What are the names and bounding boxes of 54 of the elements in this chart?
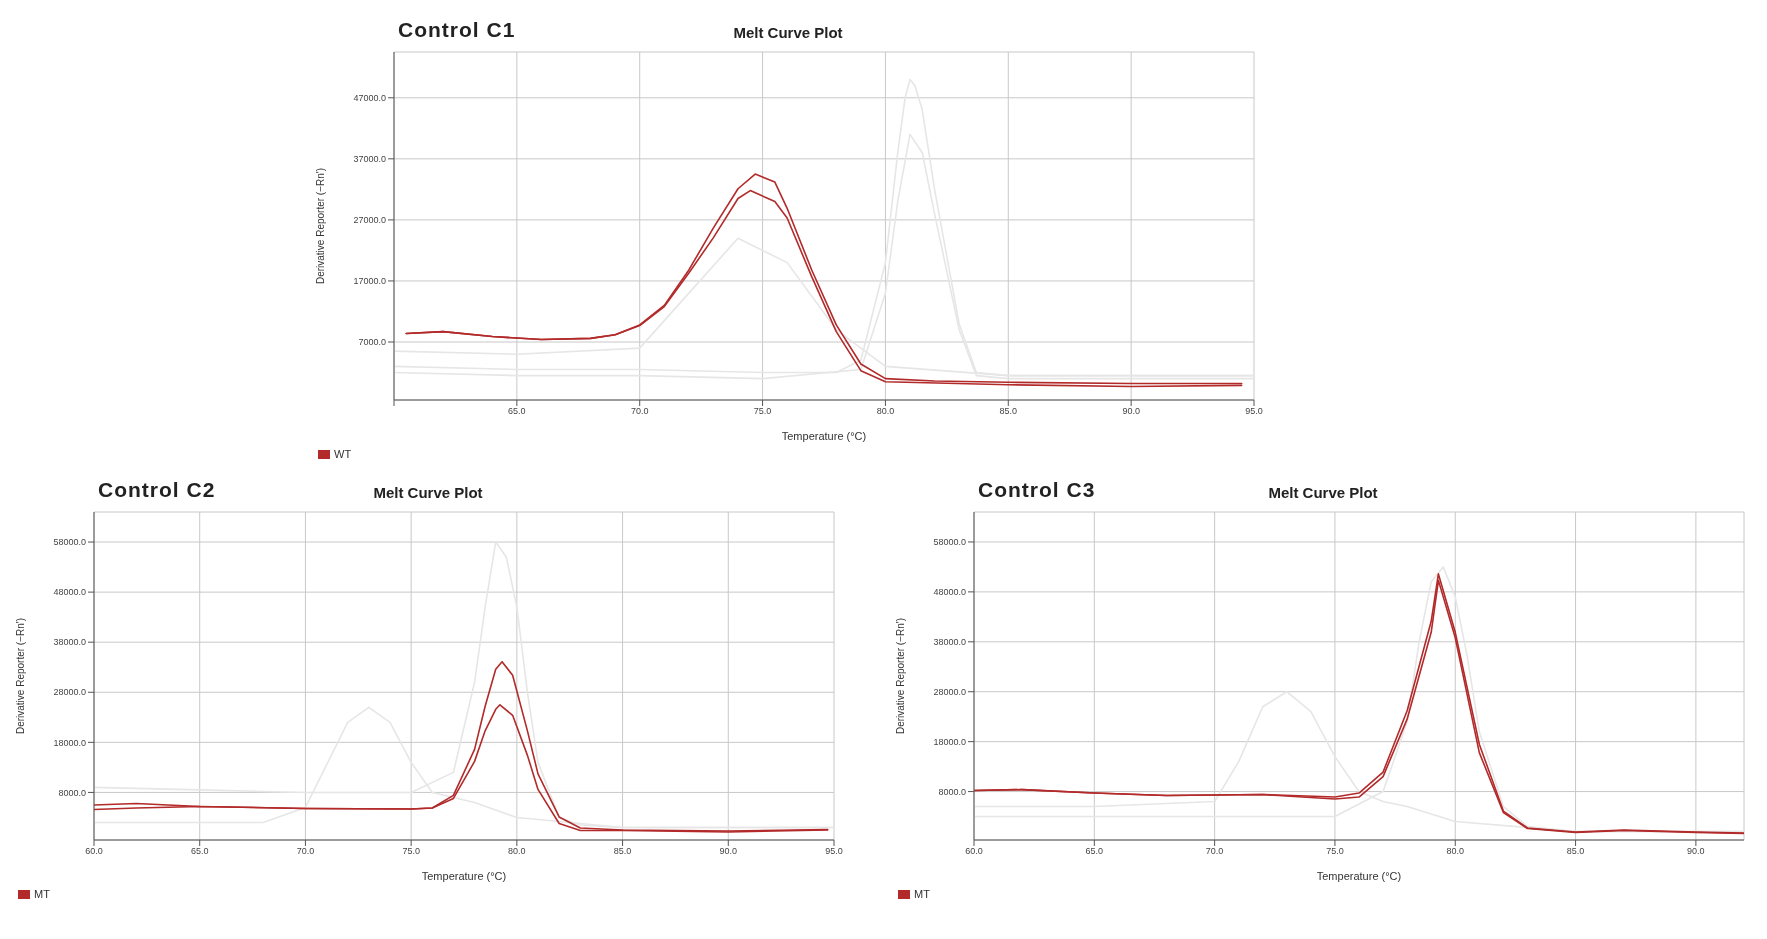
y-tick-label: 17000.0 (353, 276, 386, 287)
x-tick-label: 80.0 (1446, 846, 1465, 857)
y-tick-label: 58000.0 (53, 537, 86, 548)
x-tick-label: 85.0 (613, 846, 632, 857)
x-tick-label: 80.0 (876, 406, 895, 417)
x-tick-label: 60.0 (965, 846, 983, 857)
x-tick-label: 95.0 (1245, 406, 1263, 417)
y-tick-label: 48000.0 (933, 587, 966, 598)
x-tick-label: 75.0 (402, 846, 420, 857)
x-tick-label: 80.0 (508, 846, 526, 857)
x-tick-label: 85.0 (999, 406, 1018, 417)
y-tick-label: 28000.0 (53, 687, 86, 698)
x-axis-title: Temperature (°C) (781, 430, 867, 442)
x-axis-title: Temperature (°C) (1316, 870, 1402, 882)
x-tick-label: 70.0 (630, 406, 649, 417)
chart-subtitle: Melt Curve Plot (373, 484, 483, 501)
y-axis-title: Derivative Reporter (−Rn') (894, 617, 906, 735)
x-tick-label: 70.0 (296, 846, 315, 857)
y-tick-label: 28000.0 (933, 686, 966, 697)
x-tick-label: 65.0 (1085, 846, 1104, 857)
x-tick-label: 75.0 (753, 406, 772, 417)
x-tick-label: 85.0 (1566, 846, 1585, 857)
y-tick-label: 38000.0 (53, 637, 86, 648)
chart-subtitle: Melt Curve Plot (733, 24, 843, 41)
legend-label: WT (334, 448, 352, 460)
chart-title: Control C3 (978, 478, 1096, 502)
y-tick-label: 7000.0 (358, 337, 386, 348)
y-tick-label: 8000.0 (938, 786, 966, 797)
y-tick-label: 8000.0 (58, 787, 86, 798)
y-tick-label: 18000.0 (53, 737, 86, 748)
x-tick-label: 90.0 (1122, 406, 1140, 417)
y-tick-label: 37000.0 (353, 154, 386, 165)
chart-title: Control C2 (98, 478, 216, 502)
x-axis-title: Temperature (°C) (421, 870, 507, 882)
x-tick-label: 90.0 (1687, 846, 1705, 857)
x-tick-label: 75.0 (1326, 846, 1344, 857)
y-tick-label: 58000.0 (933, 537, 966, 548)
legend-label: MT (914, 888, 930, 900)
x-tick-label: 65.0 (508, 406, 526, 417)
x-tick-label: 65.0 (190, 846, 209, 857)
x-tick-label: 90.0 (719, 846, 738, 857)
y-axis-title: Derivative Reporter (−Rn') (314, 167, 326, 285)
y-axis-title: Derivative Reporter (−Rn') (14, 617, 26, 735)
y-tick-label: 27000.0 (353, 215, 386, 226)
x-tick-label: 60.0 (85, 846, 103, 857)
x-tick-label: 70.0 (1205, 846, 1224, 857)
chart-subtitle: Melt Curve Plot (1268, 484, 1378, 501)
y-tick-label: 48000.0 (53, 587, 86, 598)
y-tick-label: 38000.0 (933, 637, 966, 647)
legend-label: MT (34, 888, 50, 900)
y-tick-label: 18000.0 (933, 736, 966, 747)
chart-title: Control C1 (398, 18, 516, 42)
x-tick-label: 95.0 (825, 846, 843, 857)
y-tick-label: 47000.0 (353, 92, 386, 103)
